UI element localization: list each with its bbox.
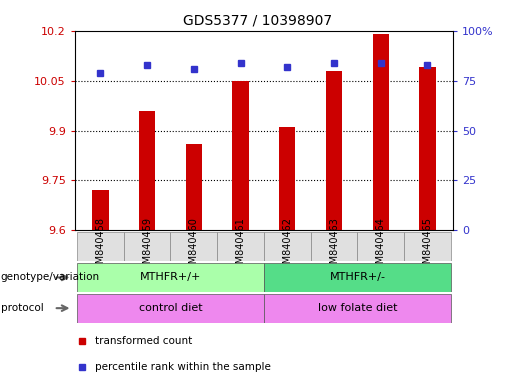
Bar <box>232 81 249 230</box>
Text: genotype/variation: genotype/variation <box>1 272 99 283</box>
Text: GSM840458: GSM840458 <box>95 217 106 276</box>
Text: GSM840464: GSM840464 <box>376 217 386 276</box>
Bar <box>279 127 296 230</box>
Bar <box>264 232 311 261</box>
Text: GSM840462: GSM840462 <box>282 217 293 276</box>
Bar <box>217 232 264 261</box>
Text: MTHFR+/-: MTHFR+/- <box>330 272 385 283</box>
Bar <box>77 294 264 323</box>
Bar <box>264 263 451 292</box>
Bar <box>326 71 342 230</box>
Bar <box>124 232 170 261</box>
Text: MTHFR+/+: MTHFR+/+ <box>140 272 201 283</box>
Bar <box>77 232 124 261</box>
Text: GSM840459: GSM840459 <box>142 217 152 276</box>
Text: GSM840461: GSM840461 <box>235 217 246 276</box>
Text: GSM840465: GSM840465 <box>422 217 433 276</box>
Text: GSM840463: GSM840463 <box>329 217 339 276</box>
Bar <box>357 232 404 261</box>
Text: protocol: protocol <box>1 303 43 313</box>
Bar <box>372 34 389 230</box>
Text: GDS5377 / 10398907: GDS5377 / 10398907 <box>183 13 332 27</box>
Bar <box>419 67 436 230</box>
Bar <box>170 232 217 261</box>
Bar <box>139 111 156 230</box>
Bar <box>92 190 109 230</box>
Bar <box>186 144 202 230</box>
Bar <box>404 232 451 261</box>
Text: transformed count: transformed count <box>95 336 193 346</box>
Bar <box>264 294 451 323</box>
Text: GSM840460: GSM840460 <box>189 217 199 276</box>
Bar <box>77 263 264 292</box>
Text: control diet: control diet <box>139 303 202 313</box>
Bar <box>311 232 357 261</box>
Text: percentile rank within the sample: percentile rank within the sample <box>95 362 271 372</box>
Text: low folate diet: low folate diet <box>318 303 397 313</box>
